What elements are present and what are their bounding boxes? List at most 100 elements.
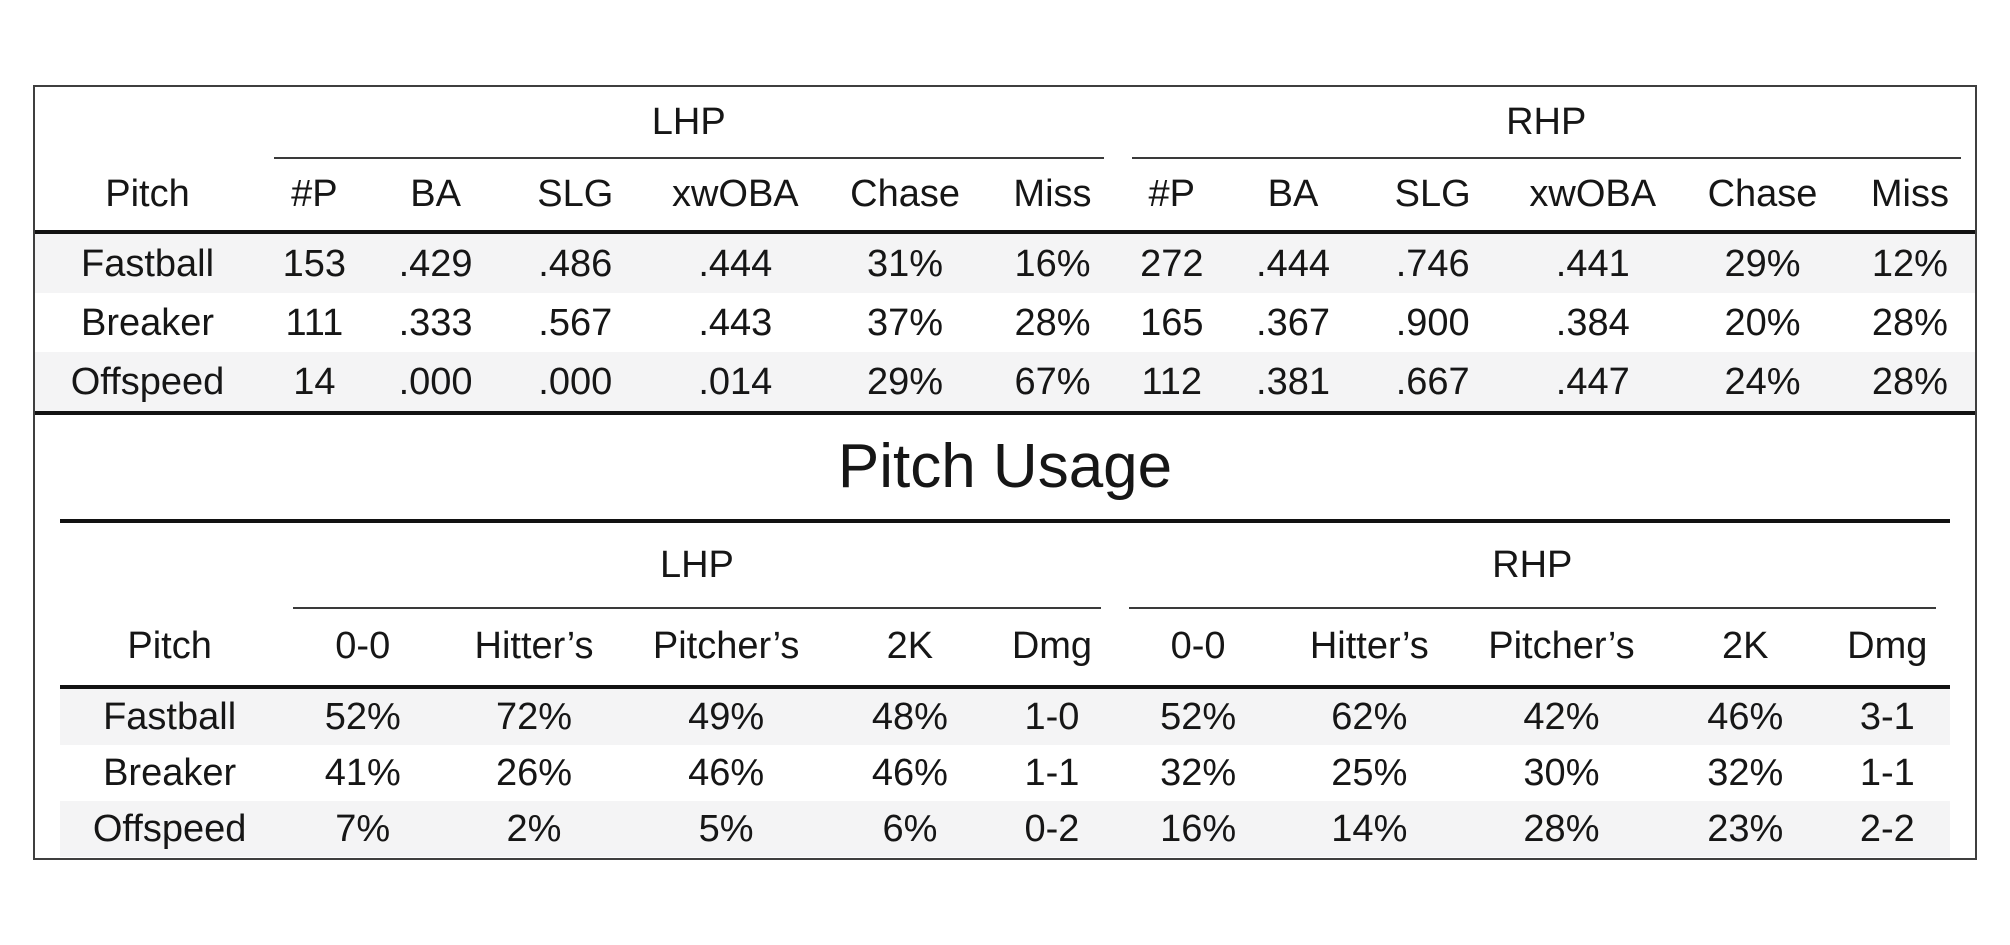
stats-group-row: LHP RHP — [35, 87, 1975, 159]
group-label-lhp: LHP — [651, 101, 726, 143]
stat-cell: .381 — [1256, 360, 1330, 403]
stats-col-rhp-chase: Chase — [1707, 172, 1818, 215]
stat-cell: 165 — [1140, 301, 1204, 344]
stat-cell: 272 — [1140, 242, 1204, 285]
usage-group-row: LHP RHP — [60, 523, 1950, 609]
stats-col-lhp-np: #P — [291, 172, 338, 215]
pitch-name: Fastball — [80, 242, 215, 285]
usage-col-pitch: Pitch — [127, 625, 212, 667]
stat-cell: .000 — [398, 360, 473, 403]
stats-group-lhp: LHP — [260, 87, 1117, 159]
stat-cell: 153 — [282, 242, 347, 285]
stat-cell: 24% — [1724, 360, 1801, 403]
stats-col-pitch: Pitch — [105, 172, 190, 215]
pitch-name: Breaker — [103, 752, 237, 794]
stat-cell: 67% — [1014, 360, 1091, 403]
usage-col-rhp-pitchers: Pitcher’s — [1488, 625, 1635, 667]
usage-cell: 48% — [871, 696, 948, 738]
usage-cell: 2% — [506, 808, 562, 850]
usage-header-row: Pitch 0-0 Hitter’s Pitcher’s 2K Dmg 0-0 … — [60, 607, 1950, 689]
stat-cell: .367 — [1256, 301, 1330, 344]
stat-cell: .444 — [698, 242, 773, 285]
stat-cell: .667 — [1395, 360, 1470, 403]
stats-col-rhp-xwoba: xwOBA — [1529, 172, 1657, 215]
stat-cell: 29% — [867, 360, 944, 403]
stat-cell: .014 — [698, 360, 773, 403]
stat-cell: 112 — [1141, 360, 1203, 403]
stats-header-row: Pitch #P BA SLG xwOBA Chase Miss #P BA S… — [35, 157, 1975, 234]
stats-col-lhp-slg: SLG — [537, 172, 614, 215]
stats-group-spacer — [35, 87, 260, 157]
usage-title: Pitch Usage — [837, 432, 1173, 501]
lhp-underline: LHP — [274, 87, 1104, 159]
rhp-underline: RHP — [1131, 87, 1961, 159]
usage-cell: 62% — [1331, 696, 1408, 738]
usage-col-lhp-00: 0-0 — [335, 625, 391, 667]
usage-group-lhp: LHP — [279, 523, 1114, 609]
usage-cell: 2-2 — [1859, 808, 1915, 850]
stat-cell: .447 — [1555, 360, 1630, 403]
usage-cell: 46% — [1707, 696, 1784, 738]
stat-cell: .444 — [1256, 242, 1330, 285]
stat-cell: .000 — [538, 360, 613, 403]
usage-cell: 14% — [1331, 808, 1408, 850]
stats-group-rhp: RHP — [1118, 87, 1975, 159]
stats-col-lhp-miss: Miss — [1013, 172, 1092, 215]
stats-col-lhp-xwoba: xwOBA — [671, 172, 799, 215]
stats-table: LHP RHP Pitch #P BA SLG xwOBA Chase Miss… — [35, 87, 1975, 415]
stat-cell: 28% — [1871, 301, 1948, 344]
usage-col-lhp-2k: 2K — [886, 625, 934, 667]
stat-cell: 29% — [1724, 242, 1801, 285]
usage-cell: 42% — [1523, 696, 1600, 738]
usage-cell: 1-1 — [1859, 752, 1915, 794]
usage-cell: 32% — [1707, 752, 1784, 794]
usage-title-block: Pitch Usage — [35, 415, 1975, 519]
usage-cell: 52% — [1160, 696, 1237, 738]
usage-cell: 25% — [1331, 752, 1408, 794]
pitch-stats-card: LHP RHP Pitch #P BA SLG xwOBA Chase Miss… — [33, 85, 1977, 860]
stats-row-breaker: Breaker 111 .333 .567 .443 37% 28% 165 .… — [35, 293, 1975, 352]
usage-cell: 1-1 — [1024, 752, 1080, 794]
stat-cell: .429 — [398, 242, 473, 285]
pitch-name: Fastball — [103, 696, 237, 738]
stat-cell: .333 — [398, 301, 473, 344]
rhp-underline: RHP — [1128, 523, 1936, 609]
stat-cell: .567 — [538, 301, 613, 344]
stat-cell: 37% — [867, 301, 944, 344]
stat-cell: .486 — [538, 242, 613, 285]
group-label-rhp: RHP — [1492, 544, 1573, 586]
stat-cell: 28% — [1871, 360, 1948, 403]
usage-cell: 1-0 — [1024, 696, 1080, 738]
stats-col-lhp-chase: Chase — [850, 172, 960, 215]
usage-cell: 72% — [495, 696, 573, 738]
stats-col-rhp-miss: Miss — [1870, 172, 1949, 215]
stat-cell: 31% — [867, 242, 944, 285]
pitch-name: Offspeed — [92, 808, 247, 850]
usage-cell: 6% — [882, 808, 938, 850]
usage-cell: 52% — [324, 696, 401, 738]
stat-cell: 28% — [1014, 301, 1091, 344]
usage-cell: 16% — [1160, 808, 1237, 850]
usage-cell: 46% — [688, 752, 765, 794]
usage-cell: 5% — [698, 808, 754, 850]
usage-group-rhp: RHP — [1115, 523, 1950, 609]
group-label-rhp: RHP — [1506, 101, 1587, 143]
stat-cell: .746 — [1395, 242, 1470, 285]
usage-col-lhp-hitters: Hitter’s — [474, 625, 594, 667]
pitch-name: Breaker — [80, 301, 215, 344]
usage-col-rhp-dmg: Dmg — [1847, 625, 1928, 667]
usage-cell: 0-2 — [1024, 808, 1080, 850]
lhp-underline: LHP — [293, 523, 1101, 609]
usage-group-spacer — [60, 523, 279, 607]
usage-row-offspeed: Offspeed 7% 2% 5% 6% 0-2 16% 14% 28% 23%… — [60, 801, 1950, 857]
usage-cell: 49% — [688, 696, 765, 738]
usage-cell: 30% — [1523, 752, 1600, 794]
stat-cell: 111 — [285, 301, 344, 344]
group-label-lhp: LHP — [659, 544, 734, 586]
usage-col-rhp-2k: 2K — [1722, 625, 1769, 667]
stat-cell: .441 — [1555, 242, 1630, 285]
pitch-name: Offspeed — [70, 360, 225, 403]
usage-cell: 28% — [1523, 808, 1600, 850]
usage-row-breaker: Breaker 41% 26% 46% 46% 1-1 32% 25% 30% … — [60, 745, 1950, 801]
stats-col-rhp-slg: SLG — [1394, 172, 1471, 215]
